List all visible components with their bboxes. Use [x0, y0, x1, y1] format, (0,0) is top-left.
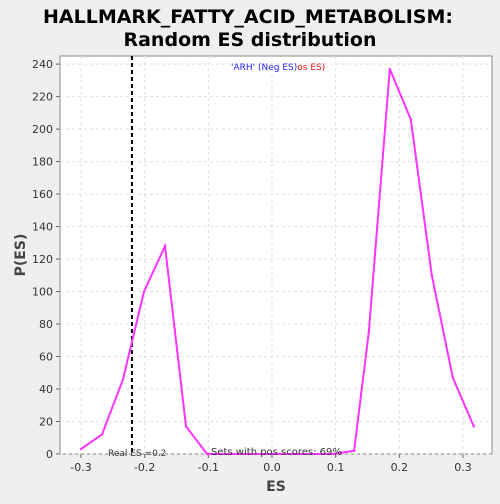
data-point [184, 425, 188, 428]
x-tick-label: 0.1 [327, 461, 345, 474]
series-line [80, 68, 475, 455]
data-point [409, 118, 413, 121]
y-tick-label: 220 [32, 91, 53, 104]
plot-area [59, 55, 493, 455]
data-point [268, 452, 272, 456]
data-point [310, 452, 314, 456]
data-point [388, 67, 391, 71]
y-axis-label: P(ES) [13, 234, 29, 277]
data-point [430, 274, 434, 277]
data-point [121, 378, 125, 381]
y-tick-label: 20 [39, 416, 53, 429]
series-points [79, 67, 476, 456]
data-point [451, 376, 455, 379]
chart-title: HALLMARK_FATTY_ACID_METABOLISM: [43, 6, 453, 28]
x-tick-label: 0.3 [454, 461, 472, 474]
data-point [79, 447, 83, 451]
legend-neg-es: (Neg ES) [255, 63, 297, 73]
y-tick-label: 180 [32, 156, 53, 169]
x-tick-label: -0.2 [134, 461, 155, 474]
data-point [331, 452, 335, 456]
y-tick-label: 100 [32, 286, 53, 299]
data-point [226, 452, 230, 456]
x-tick-label: -0.1 [198, 461, 219, 474]
y-tick-label: 140 [32, 221, 53, 234]
y-axis-ticks: 0 20 40 60 80 100 120 140 160 180 200 220 240 [32, 58, 60, 461]
legend-pos-es: os ES) [297, 63, 325, 73]
y-tick-label: 120 [32, 253, 53, 266]
x-tick-label: -0.3 [70, 461, 91, 474]
y-tick-label: 80 [39, 318, 53, 331]
data-point [142, 290, 146, 293]
x-tick-label: 0.2 [391, 461, 409, 474]
chart-subtitle: Random ES distribution [123, 29, 376, 51]
data-point [352, 449, 356, 452]
legend: 'ARH' (Neg ES)os ES) [231, 63, 325, 73]
data-point [100, 433, 104, 436]
data-point [367, 330, 370, 334]
y-tick-label: 40 [39, 383, 53, 396]
x-axis-label: ES [266, 479, 286, 495]
y-tick-label: 200 [32, 123, 53, 136]
y-tick-label: 240 [32, 58, 53, 71]
data-point [472, 425, 476, 428]
data-point [247, 452, 251, 456]
data-point [289, 452, 293, 456]
data-point [205, 452, 209, 456]
real-es-label: Real ES =0.2 [108, 449, 166, 459]
x-axis-ticks: -0.3 -0.2 -0.1 0.0 0.1 0.2 0.3 [70, 454, 472, 474]
y-tick-label: 160 [32, 188, 53, 201]
y-tick-label: 60 [39, 351, 53, 364]
x-tick-label: 0.0 [263, 461, 281, 474]
pos-scores-annotation: Sets with pos scores: 69% [211, 447, 342, 458]
y-tick-label: 0 [46, 448, 53, 461]
legend-gene-label: 'ARH' [231, 63, 255, 73]
data-point [163, 244, 167, 248]
